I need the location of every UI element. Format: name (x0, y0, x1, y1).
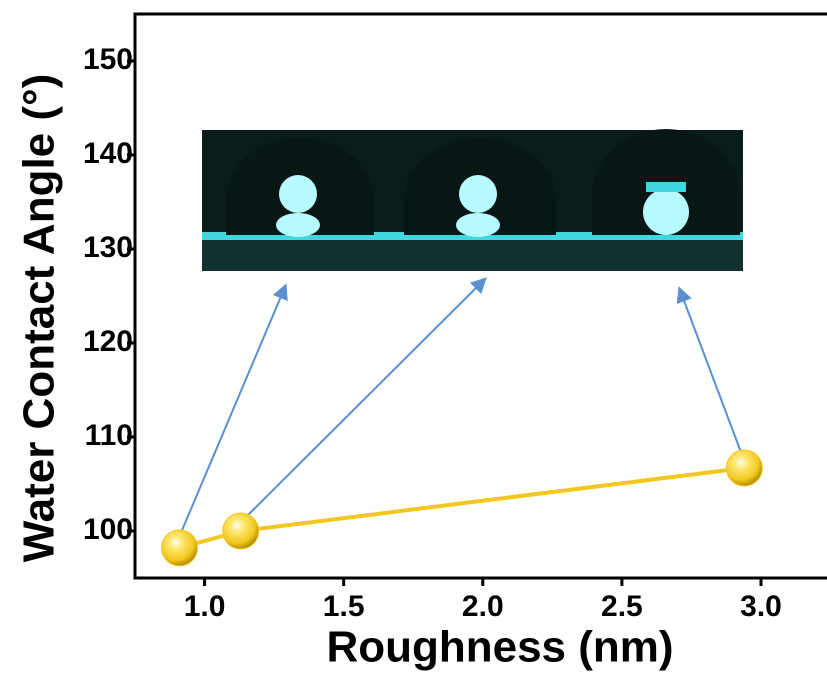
y-axis-title: Water Contact Angle (°) (15, 74, 64, 563)
y-tick-label: 120 (83, 325, 133, 358)
x-axis-title: Roughness (nm) (326, 623, 673, 672)
x-tick-label: 1.0 (184, 590, 226, 623)
data-point (725, 449, 763, 487)
data-point (222, 512, 260, 550)
droplet-inset (202, 129, 743, 271)
x-tick-label: 3.0 (740, 590, 782, 623)
y-tick-label: 150 (83, 43, 133, 76)
series-line (178, 466, 745, 550)
x-tick-label: 1.5 (323, 590, 365, 623)
y-tick-label: 140 (83, 137, 133, 170)
arrows (179, 277, 743, 536)
y-tick-label: 110 (85, 419, 133, 452)
axes-frame (133, 12, 827, 580)
x-tick-label: 2.5 (601, 590, 643, 623)
data-point (161, 529, 199, 567)
x-tick-label: 2.0 (462, 590, 504, 623)
y-tick-label: 130 (83, 231, 133, 264)
y-tick-label: 100 (83, 513, 133, 546)
